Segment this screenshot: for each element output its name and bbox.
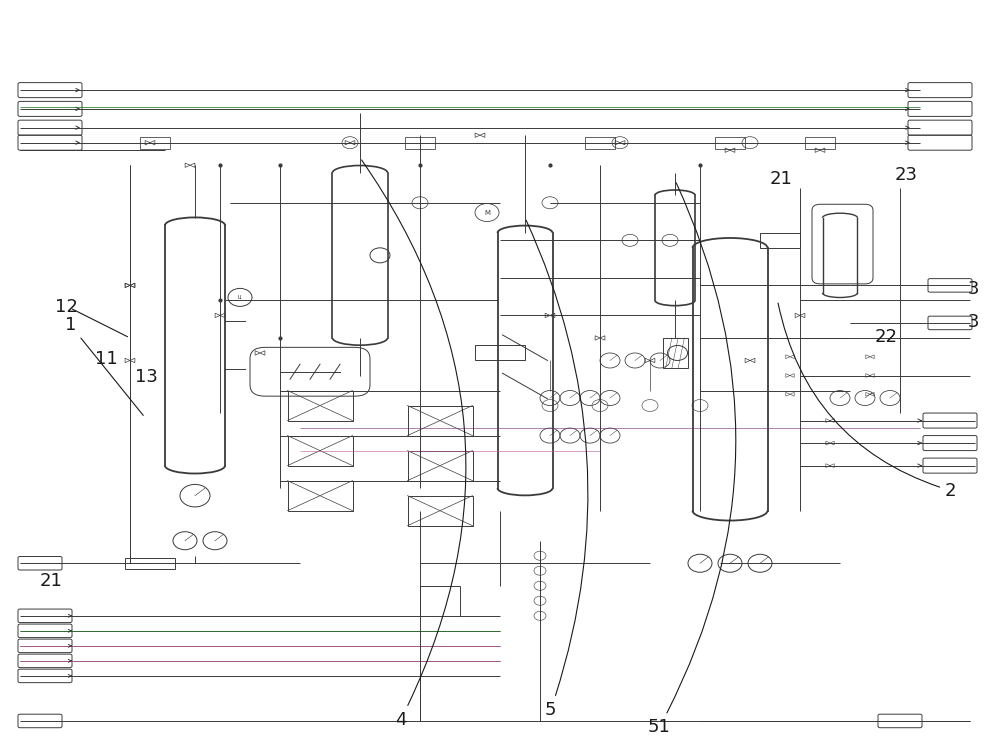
Text: 22: 22 bbox=[875, 327, 898, 345]
Bar bbox=[288, 481, 352, 511]
Bar bbox=[125, 557, 175, 569]
Text: 3: 3 bbox=[968, 312, 980, 330]
Bar bbox=[760, 233, 800, 248]
Text: M: M bbox=[484, 210, 490, 216]
Bar bbox=[805, 137, 835, 149]
Bar bbox=[663, 338, 688, 368]
Text: 3: 3 bbox=[968, 280, 980, 298]
Text: 21: 21 bbox=[770, 170, 793, 188]
Bar bbox=[140, 137, 170, 149]
Text: LI: LI bbox=[238, 295, 242, 300]
Bar bbox=[288, 436, 352, 466]
Bar bbox=[408, 496, 473, 526]
Bar bbox=[408, 406, 473, 436]
Text: 51: 51 bbox=[648, 182, 736, 736]
Text: 23: 23 bbox=[895, 166, 918, 184]
Bar bbox=[475, 345, 525, 360]
Text: 13: 13 bbox=[135, 367, 158, 385]
Bar bbox=[408, 451, 473, 481]
Bar bbox=[288, 391, 352, 421]
Bar bbox=[585, 137, 615, 149]
Bar bbox=[715, 137, 745, 149]
Text: 5: 5 bbox=[526, 220, 588, 719]
Bar bbox=[405, 137, 435, 149]
Text: 12: 12 bbox=[55, 297, 78, 315]
Text: 1: 1 bbox=[65, 316, 143, 415]
Text: 4: 4 bbox=[362, 160, 466, 728]
Text: 2: 2 bbox=[778, 303, 956, 499]
Text: 21: 21 bbox=[40, 572, 63, 590]
Text: 11: 11 bbox=[95, 350, 118, 368]
